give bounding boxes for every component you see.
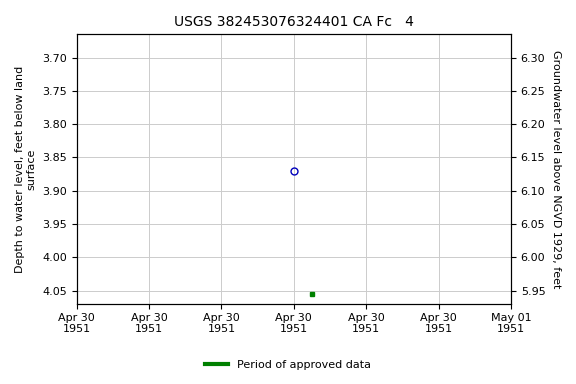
Legend: Period of approved data: Period of approved data [201, 356, 375, 375]
Title: USGS 382453076324401 CA Fc   4: USGS 382453076324401 CA Fc 4 [174, 15, 414, 29]
Y-axis label: Groundwater level above NGVD 1929, feet: Groundwater level above NGVD 1929, feet [551, 50, 561, 288]
Y-axis label: Depth to water level, feet below land
surface: Depth to water level, feet below land su… [15, 65, 37, 273]
